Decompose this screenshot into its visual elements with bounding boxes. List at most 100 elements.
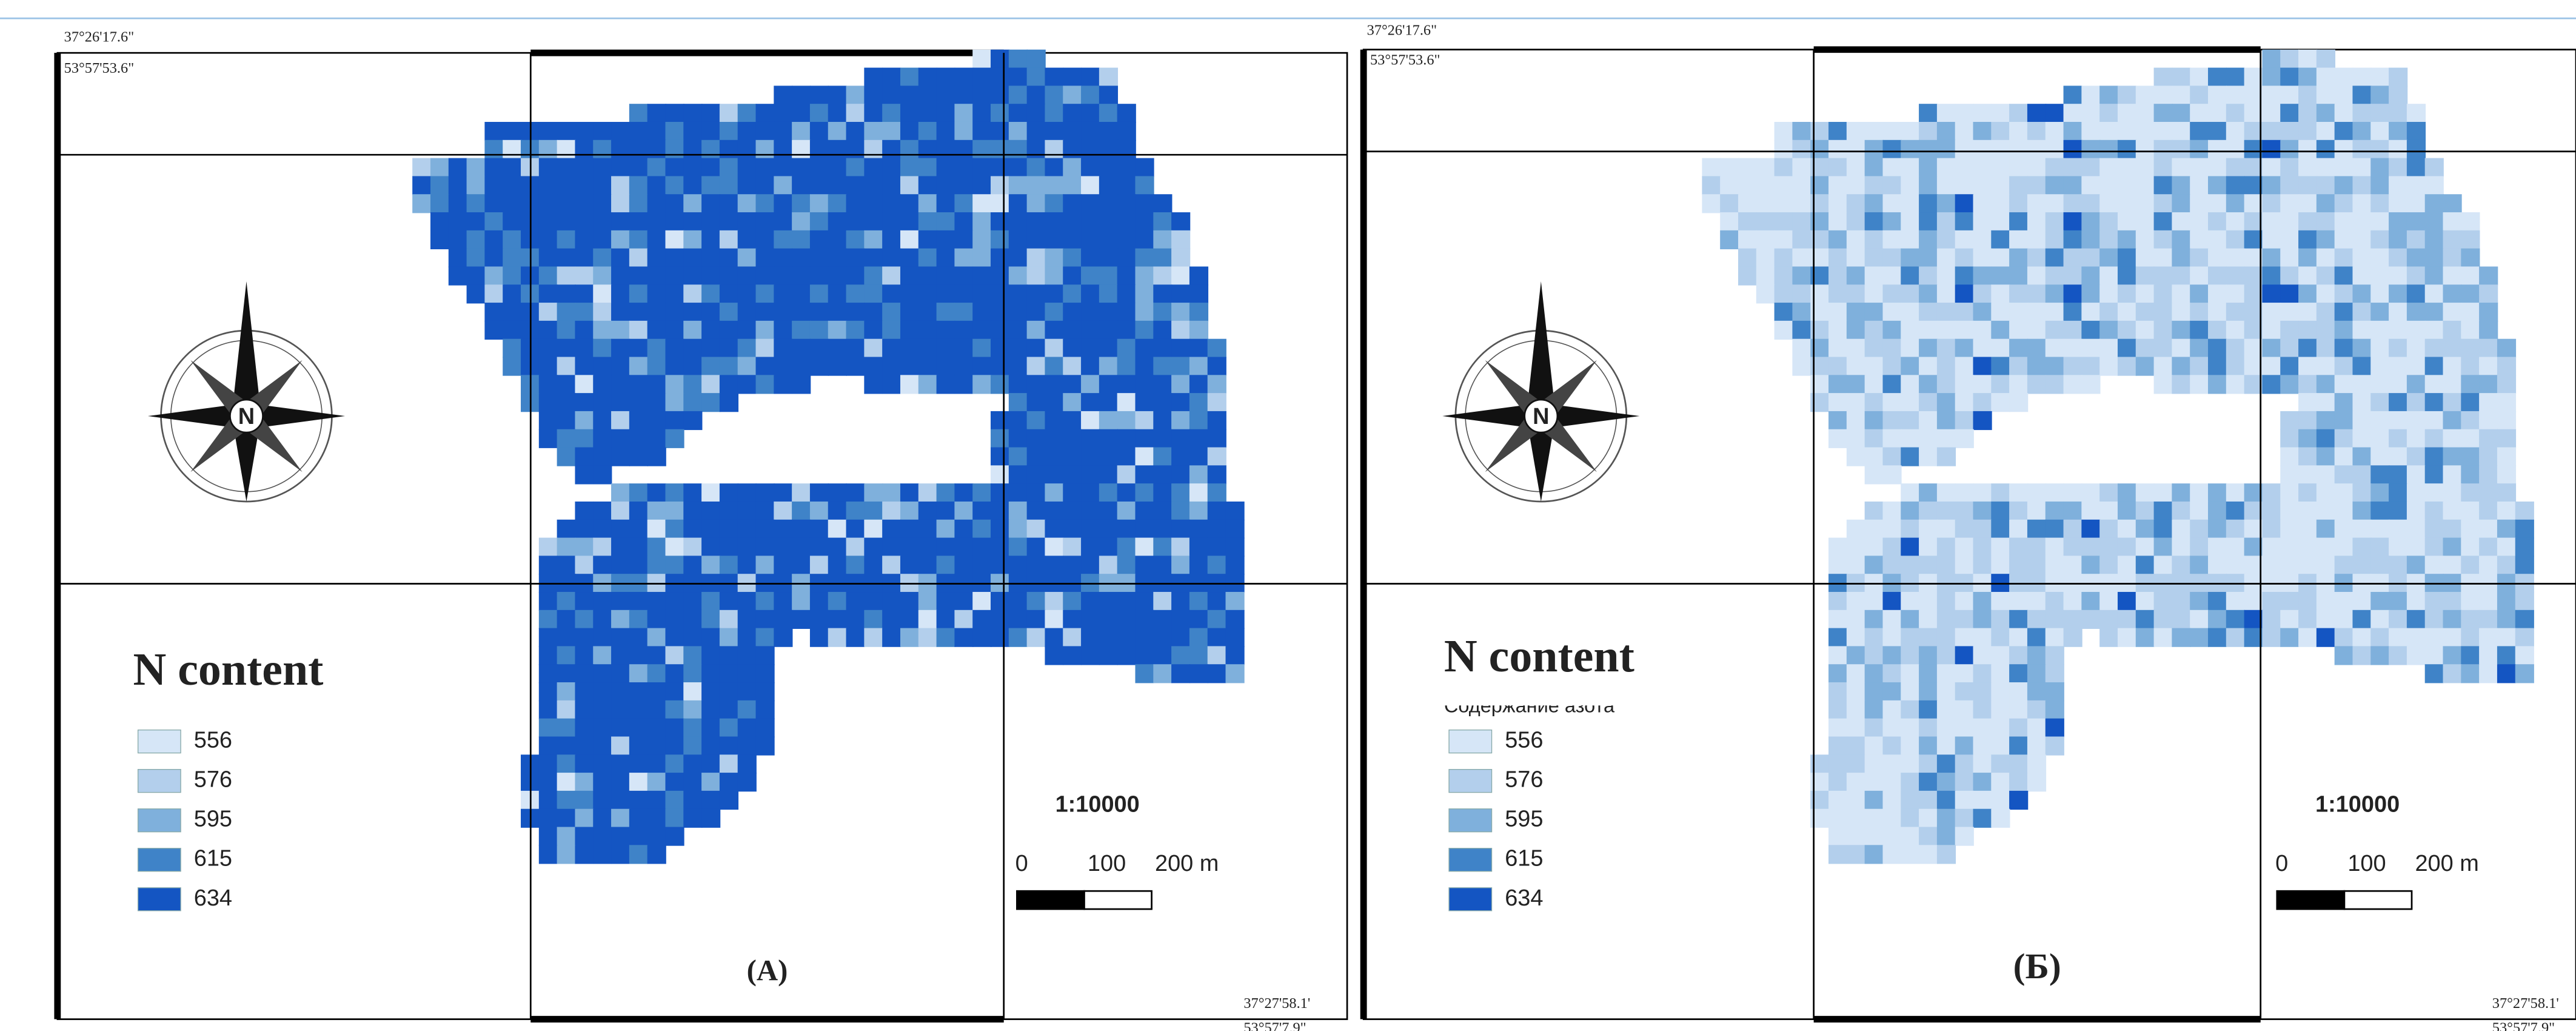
raster-cell	[1171, 284, 1190, 303]
raster-cell	[1099, 122, 1118, 141]
raster-cell	[1828, 791, 1847, 810]
raster-cell	[2172, 483, 2190, 502]
raster-cell	[1099, 158, 1118, 177]
raster-cell	[449, 176, 467, 195]
raster-cell	[2009, 266, 2028, 285]
raster-cell	[2317, 194, 2335, 213]
raster-cell	[738, 682, 757, 701]
raster-cell	[1865, 158, 1884, 177]
raster-cell	[2064, 284, 2083, 303]
raster-cell	[2081, 230, 2100, 249]
raster-cell	[575, 140, 594, 159]
raster-cell	[1117, 284, 1136, 303]
raster-cell	[1828, 339, 1847, 358]
raster-cell	[2443, 321, 2462, 340]
raster-cell	[2280, 158, 2299, 177]
raster-cell	[1081, 520, 1100, 539]
raster-cell	[918, 140, 937, 159]
raster-cell	[1208, 502, 1226, 520]
raster-cell	[1828, 736, 1847, 755]
raster-cell	[1847, 791, 1865, 810]
raster-cell	[1045, 122, 1063, 141]
raster-cell	[1937, 700, 1956, 719]
raster-cell	[2027, 104, 2046, 123]
raster-cell	[629, 266, 648, 285]
raster-cell	[1117, 140, 1136, 159]
raster-cell	[593, 158, 612, 177]
raster-cell	[2461, 465, 2480, 484]
raster-cell	[1973, 502, 1992, 520]
raster-cell	[2335, 502, 2354, 520]
raster-cell	[1882, 448, 1901, 466]
raster-cell	[1045, 520, 1063, 539]
raster-cell	[1937, 375, 1956, 394]
raster-cell	[2009, 339, 2028, 358]
raster-cell	[756, 736, 775, 755]
raster-cell	[1045, 230, 1063, 249]
raster-cell	[2352, 465, 2371, 484]
raster-cell	[2280, 357, 2299, 376]
raster-cell	[1919, 483, 1938, 502]
raster-cell	[1189, 664, 1208, 683]
raster-cell	[1063, 448, 1082, 466]
raster-cell	[593, 592, 612, 611]
raster-cell	[1153, 520, 1172, 539]
raster-cell	[1882, 502, 1901, 520]
raster-cell	[575, 556, 594, 574]
raster-cell	[2335, 375, 2354, 394]
raster-cell	[629, 375, 648, 394]
raster-cell	[2027, 122, 2046, 141]
raster-cell	[1775, 140, 1793, 159]
raster-cell	[2154, 158, 2173, 177]
raster-cell	[2081, 520, 2100, 539]
raster-cell	[2046, 664, 2064, 683]
raster-cell	[720, 719, 738, 737]
raster-cell	[1937, 646, 1956, 665]
raster-cell	[629, 538, 648, 557]
raster-cell	[2136, 284, 2155, 303]
raster-cell	[2370, 249, 2389, 267]
raster-cell	[2317, 176, 2335, 195]
raster-cell	[991, 448, 1009, 466]
raster-cell	[1955, 393, 1974, 412]
raster-cell	[2298, 520, 2317, 539]
raster-cell	[756, 321, 775, 340]
raster-cell	[701, 754, 720, 773]
raster-cell	[2262, 303, 2281, 321]
raster-cell	[1973, 122, 1992, 141]
raster-cell	[611, 664, 630, 683]
raster-cell	[2479, 664, 2498, 683]
raster-cell	[810, 538, 829, 557]
raster-cell	[539, 140, 558, 159]
raster-cell	[1081, 104, 1100, 123]
raster-cell	[1882, 520, 1901, 539]
raster-cell	[503, 158, 521, 177]
raster-cell	[2335, 104, 2354, 123]
raster-cell	[1865, 194, 1884, 213]
raster-cell	[1775, 158, 1793, 177]
raster-cell	[720, 556, 738, 574]
raster-cell	[792, 357, 811, 376]
raster-cell	[828, 122, 847, 141]
raster-cell	[1865, 682, 1884, 701]
raster-cell	[738, 212, 757, 231]
legend-swatch	[1449, 848, 1491, 871]
raster-cell	[2298, 230, 2317, 249]
raster-cell	[2317, 465, 2335, 484]
raster-cell	[774, 230, 792, 249]
raster-cell	[1919, 357, 1938, 376]
raster-cell	[774, 375, 792, 394]
raster-cell	[1919, 845, 1938, 864]
raster-cell	[1009, 538, 1028, 557]
raster-cell	[683, 719, 702, 737]
raster-cell	[1882, 556, 1901, 574]
raster-cell	[1720, 158, 1739, 177]
raster-cell	[2118, 249, 2136, 267]
raster-cell	[2208, 339, 2227, 358]
raster-cell	[2046, 194, 2064, 213]
raster-cell	[2425, 393, 2444, 412]
raster-cell	[2461, 628, 2480, 647]
raster-cell	[1009, 502, 1028, 520]
raster-cell	[972, 357, 991, 376]
raster-cell	[1045, 628, 1063, 647]
